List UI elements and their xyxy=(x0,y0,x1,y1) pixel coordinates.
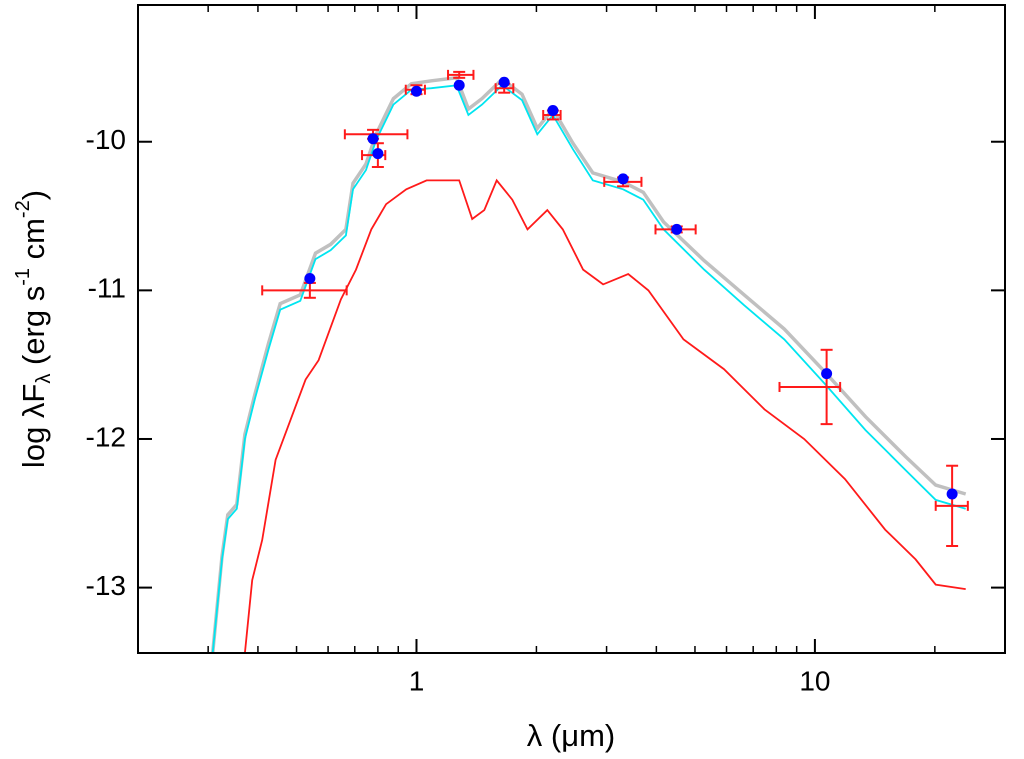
x-tick-label: 10 xyxy=(799,665,830,696)
plot-frame xyxy=(137,4,1006,654)
model-point xyxy=(671,223,683,235)
model-point xyxy=(304,272,316,284)
y-tick-label: -13 xyxy=(86,570,126,601)
y-tick-label: -12 xyxy=(86,421,126,452)
y-axis-label: log λFλ (erg s-1 cm-2) xyxy=(12,190,55,468)
x-axis-label: λ (μm) xyxy=(527,718,615,753)
model-point xyxy=(453,79,465,91)
y-label-part: ) xyxy=(16,190,51,200)
y-label-part: λ xyxy=(33,374,55,384)
y-label-part: (erg s xyxy=(16,286,51,374)
model-curve xyxy=(244,178,966,653)
y-tick-label: -10 xyxy=(86,124,126,155)
model-point xyxy=(372,148,384,160)
model-curve xyxy=(211,84,966,653)
model-point xyxy=(367,133,379,145)
model-point xyxy=(617,173,629,185)
model-point xyxy=(410,85,422,97)
y-tick-label: -11 xyxy=(88,273,126,304)
model-point xyxy=(547,105,559,117)
model-curve xyxy=(210,75,967,653)
y-label-part: cm xyxy=(16,218,51,268)
y-label-part: -1 xyxy=(12,268,34,286)
model-point xyxy=(946,488,958,500)
y-label-part: -2 xyxy=(12,200,34,218)
y-label-part: log λF xyxy=(16,384,51,468)
model-point xyxy=(821,368,833,380)
x-tick-label: 1 xyxy=(409,665,425,696)
model-point xyxy=(498,76,510,88)
